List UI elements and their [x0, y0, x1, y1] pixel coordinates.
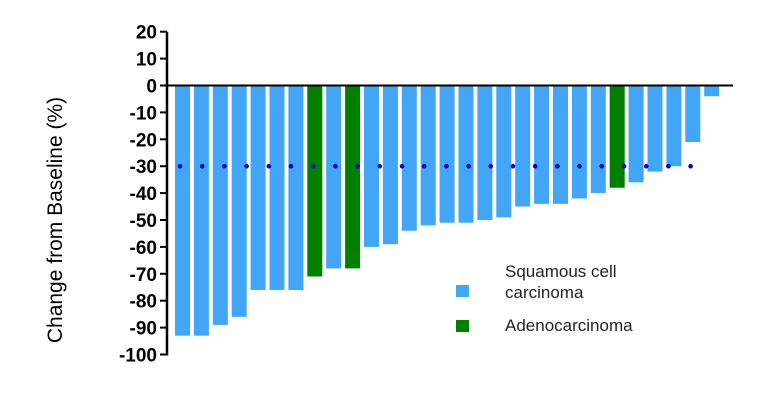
- y-tick-label: -60: [130, 238, 157, 259]
- bar-25: [628, 85, 644, 183]
- legend-label-squamous-line2: carcinoma: [505, 283, 584, 302]
- reference-line-dot: [510, 163, 516, 169]
- y-tick-label: -50: [130, 211, 157, 232]
- bar-14: [420, 85, 436, 226]
- bar-10: [345, 85, 361, 269]
- legend-swatch-adeno: [456, 320, 469, 332]
- bar-17: [477, 85, 493, 220]
- y-axis: 20 10 0 -10 -20 -30 -40 -50 -60 -70 -80 -90 -100: [119, 23, 733, 367]
- bar-7: [288, 85, 304, 290]
- legend-swatch-squamous: [456, 285, 469, 297]
- bar-4: [231, 85, 247, 317]
- reference-line-dot: [488, 163, 494, 169]
- y-tick-label: -100: [119, 346, 157, 367]
- reference-line-dot: [244, 163, 249, 169]
- y-tick-label: 20: [136, 23, 157, 44]
- bar-27: [666, 85, 682, 167]
- reference-line-dot: [555, 163, 560, 169]
- bar-18: [496, 85, 512, 218]
- reference-line-dot: [288, 163, 294, 169]
- bar-16: [458, 85, 474, 223]
- bar-15: [439, 85, 455, 223]
- bar-24: [609, 85, 625, 188]
- bar-8: [307, 85, 323, 277]
- bar-29: [704, 85, 720, 97]
- reference-line-dot: [532, 163, 538, 169]
- reference-line-dot: [577, 163, 582, 169]
- bar-12: [382, 85, 398, 245]
- reference-line-dot: [621, 163, 627, 169]
- reference-line-dot: [333, 163, 338, 169]
- y-tick-label: 10: [136, 50, 157, 71]
- reference-line-dot: [355, 163, 360, 169]
- y-tick-label: 0: [146, 77, 157, 98]
- y-tick-label: -20: [130, 130, 157, 151]
- bar-26: [647, 85, 663, 172]
- y-tick-label: -70: [130, 265, 157, 286]
- reference-line-dot: [310, 163, 316, 169]
- y-tick-label: -30: [130, 157, 157, 178]
- reference-line-dot: [177, 163, 183, 169]
- bar-13: [401, 85, 417, 231]
- reference-line-dot: [688, 163, 693, 169]
- bar-21: [553, 85, 568, 204]
- bar-19: [515, 85, 531, 207]
- y-axis-label: Change from Baseline (%): [44, 97, 67, 343]
- y-tick-label: -10: [130, 103, 157, 124]
- bar-9: [326, 85, 342, 269]
- reference-line-dot: [666, 163, 671, 169]
- reference-line-dot: [199, 163, 205, 169]
- legend-label-adeno: Adenocarcinoma: [505, 316, 633, 335]
- legend-label-squamous-line1: Squamous cell: [505, 262, 617, 281]
- reference-line-dot: [266, 163, 272, 169]
- bar-3: [212, 85, 228, 325]
- bar-20: [534, 85, 550, 204]
- bar-23: [590, 85, 606, 194]
- reference-line-dot: [466, 163, 471, 169]
- bar-28: [685, 85, 701, 142]
- y-tick-label: -40: [130, 184, 157, 205]
- reference-line-dot: [399, 163, 405, 169]
- bar-11: [364, 85, 379, 247]
- bar-22: [571, 85, 587, 199]
- y-tick-label: -90: [130, 319, 157, 340]
- reference-line-dot: [599, 163, 605, 169]
- reference-line-dot: [377, 163, 383, 169]
- y-tick-label: -80: [130, 292, 157, 313]
- bar-5: [250, 85, 266, 290]
- bars: [175, 85, 720, 336]
- reference-line-dot: [222, 163, 227, 169]
- reference-line-dot: [444, 163, 449, 169]
- reference-line-dot: [421, 163, 427, 169]
- legend: Squamous cell carcinoma Adenocarcinoma: [456, 262, 633, 335]
- bar-6: [269, 85, 285, 290]
- reference-line-dot: [643, 163, 649, 169]
- bar-1: [175, 85, 190, 336]
- bar-2: [193, 85, 209, 336]
